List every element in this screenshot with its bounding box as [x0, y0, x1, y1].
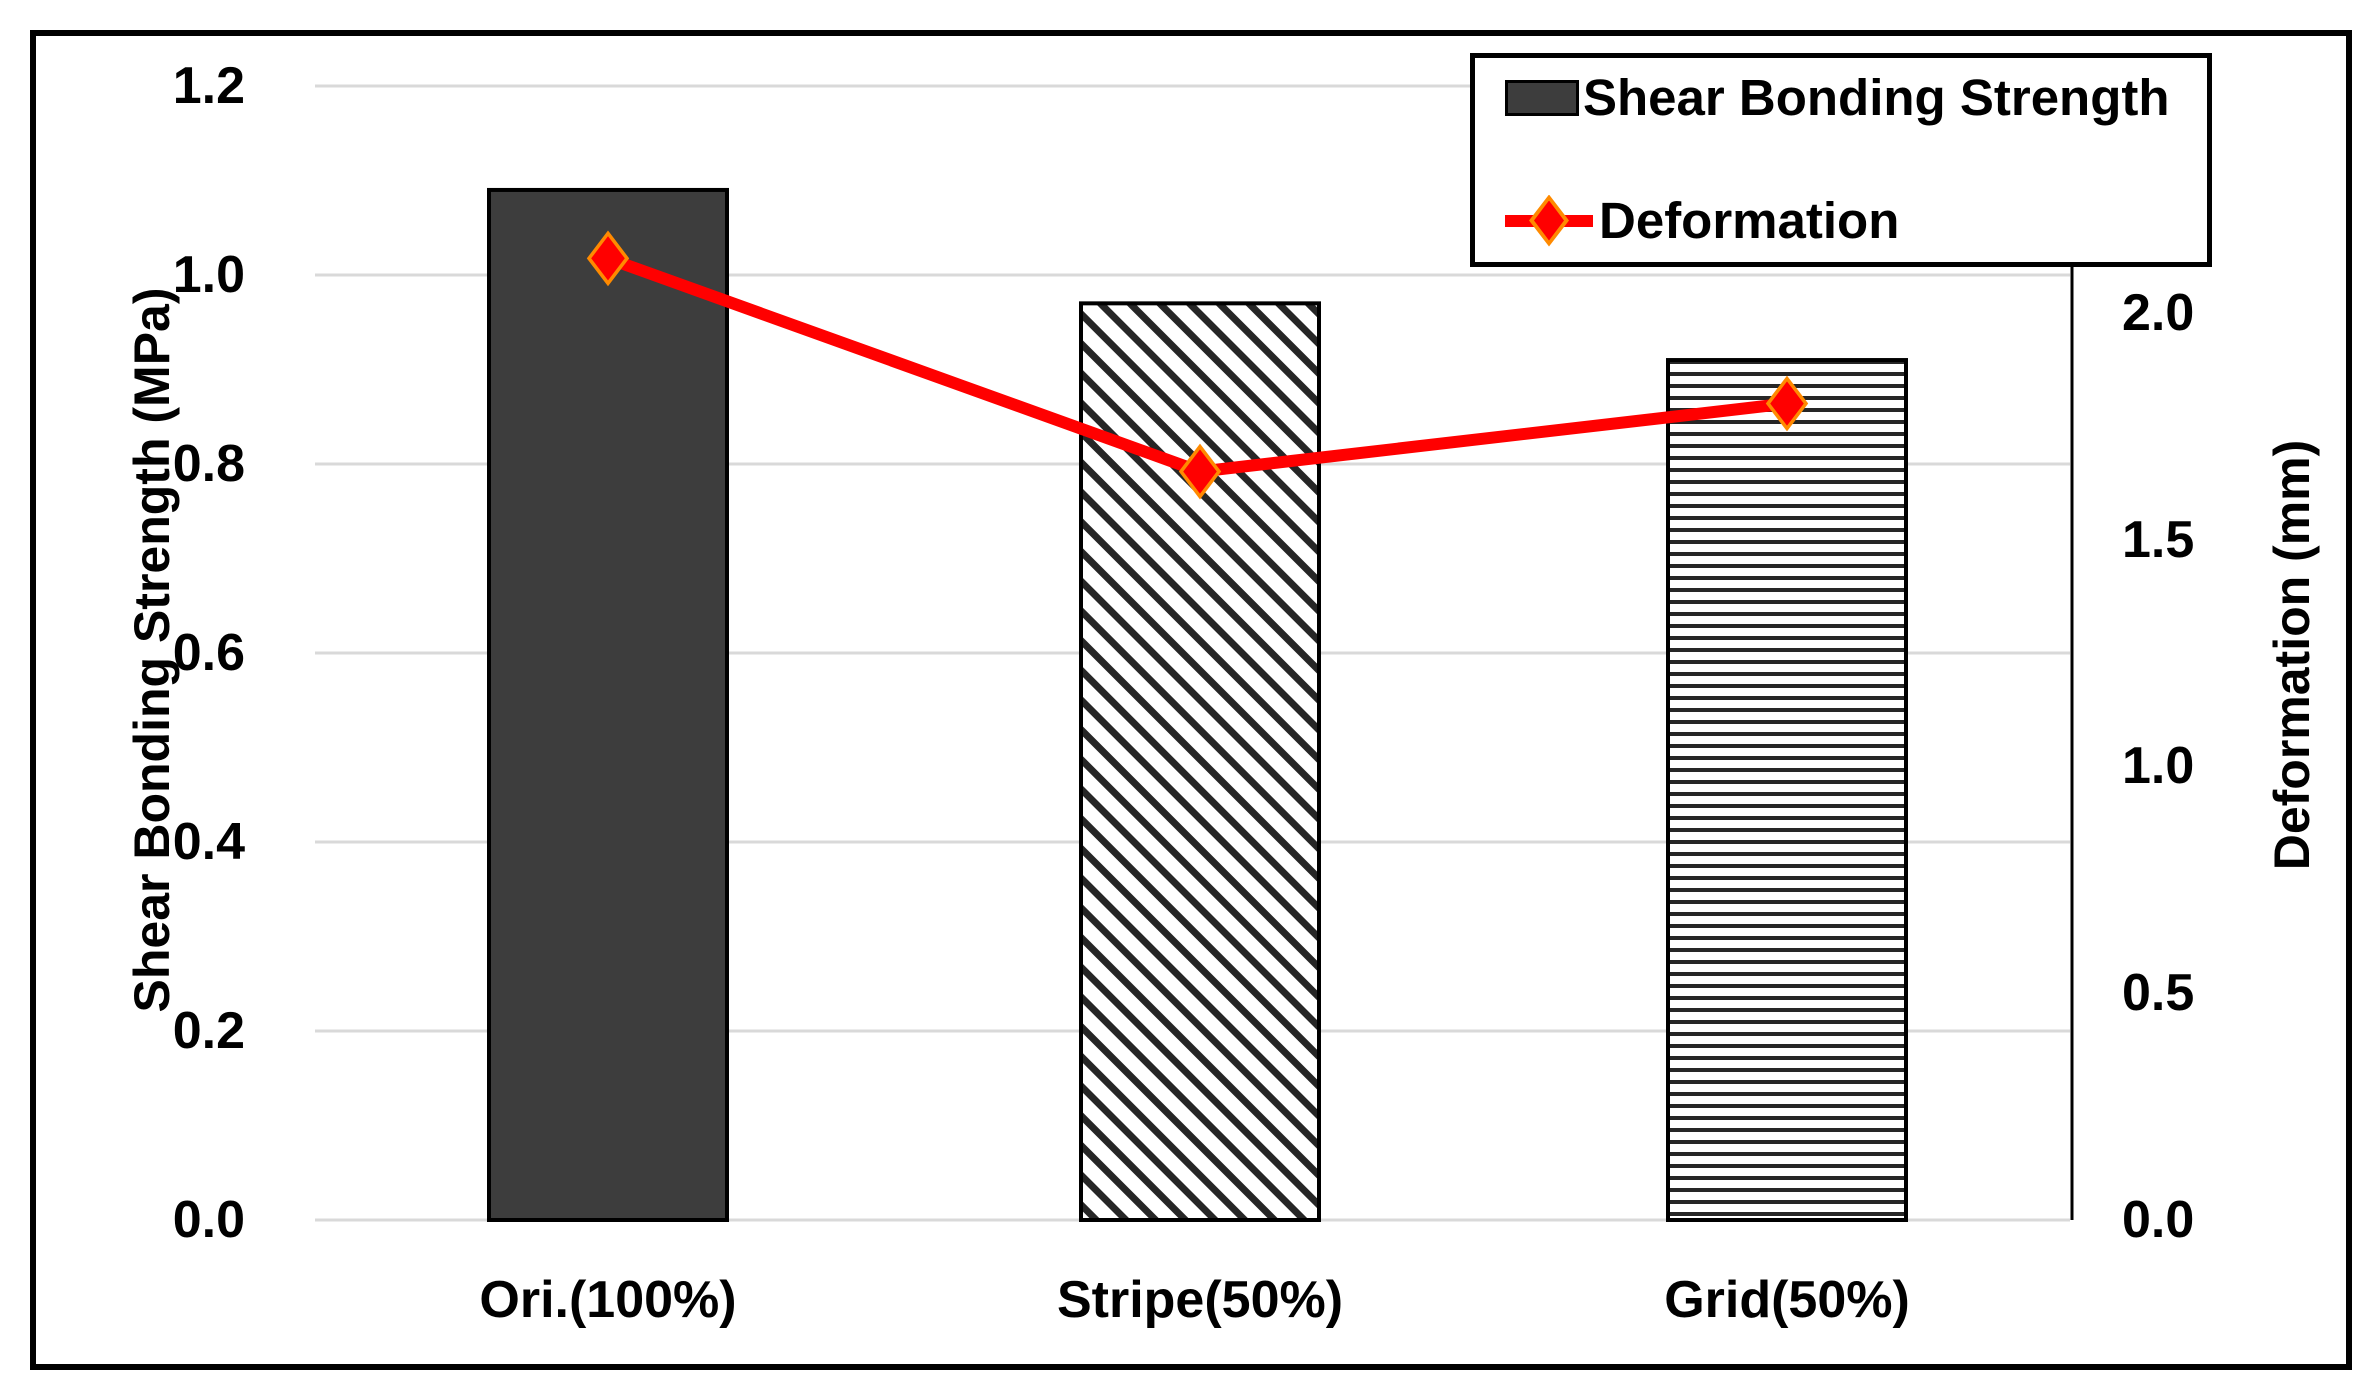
legend-label-shear-bonding-strength: Shear Bonding Strength [1583, 69, 2170, 126]
right-axis-tick-1.0: 1.0 [2122, 737, 2195, 796]
diamond-marker-icon [1178, 443, 1222, 500]
left-axis-tick-0.6: 0.6 [172, 624, 245, 682]
category-label-Grid(50%): Grid(50%) [1664, 1271, 1910, 1329]
left-axis-tick-0.0: 0.0 [172, 1191, 245, 1249]
right-axis-tick-2.0: 2.0 [2122, 283, 2195, 342]
legend: Shear Bonding Strength Deformation [1470, 53, 2212, 267]
left-axis-tick-0.2: 0.2 [172, 1002, 245, 1060]
diamond-marker-icon [1529, 194, 1569, 247]
left-axis-tick-0.8: 0.8 [172, 435, 245, 493]
right-axis-tick-0.5: 0.5 [2122, 964, 2195, 1023]
right-axis-tick-1.5: 1.5 [2122, 510, 2195, 569]
diamond-marker-icon [1765, 375, 1809, 432]
category-label-Stripe(50%): Stripe(50%) [1056, 1271, 1344, 1329]
left-axis-tick-1.2: 1.2 [172, 57, 245, 115]
legend-bar-swatch-icon [1505, 79, 1579, 116]
legend-line-diamond-swatch-icon [1505, 194, 1593, 247]
left-axis-tick-1.0: 1.0 [172, 246, 245, 304]
chart-border [30, 30, 2352, 1370]
right-axis-title: Deformation (mm) [2264, 439, 2320, 871]
diamond-marker-icon [586, 230, 630, 287]
bar-Grid(50%) [1666, 358, 1908, 1222]
left-axis-title: Shear Bonding Strength (MPa) [124, 287, 180, 1013]
left-axis-tick-0.4: 0.4 [172, 813, 245, 871]
legend-item-deformation: Deformation [1505, 192, 2197, 249]
legend-item-shear-bonding-strength: Shear Bonding Strength [1505, 72, 2197, 123]
right-axis-tick-0.0: 0.0 [2122, 1191, 2195, 1249]
category-label-Ori.(100%): Ori.(100%) [479, 1271, 737, 1329]
legend-label-deformation: Deformation [1599, 192, 1900, 249]
bar-Ori.(100%) [487, 187, 729, 1223]
